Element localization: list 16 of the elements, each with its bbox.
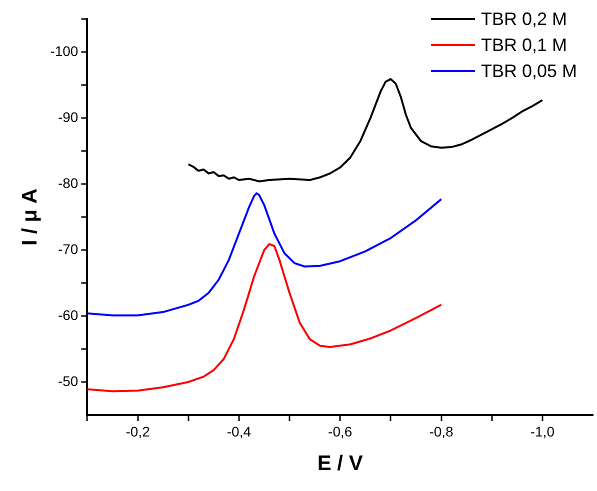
x-tick-label: -0,6 — [328, 423, 352, 440]
x-tick-label: -0,4 — [226, 423, 252, 440]
legend-label: TBR 0,05 M — [480, 60, 577, 83]
x-tick-label: -0,8 — [429, 423, 454, 440]
y-tick-label: -80 — [58, 174, 78, 191]
y-axis-title: I / μ A — [18, 188, 42, 246]
x-axis-title: E / V — [317, 452, 363, 476]
y-tick-label: -60 — [58, 306, 78, 323]
legend-label: TBR 0,1 M — [480, 34, 567, 57]
legend-label: TBR 0,2 M — [480, 8, 567, 31]
y-tick-label: -100 — [50, 42, 78, 59]
y-tick-label: -50 — [58, 372, 78, 389]
x-tick-label: -1,0 — [530, 423, 555, 440]
y-tick-label: -70 — [58, 240, 78, 257]
y-tick-label: -90 — [58, 108, 78, 125]
x-tick-label: -0,2 — [126, 423, 150, 440]
